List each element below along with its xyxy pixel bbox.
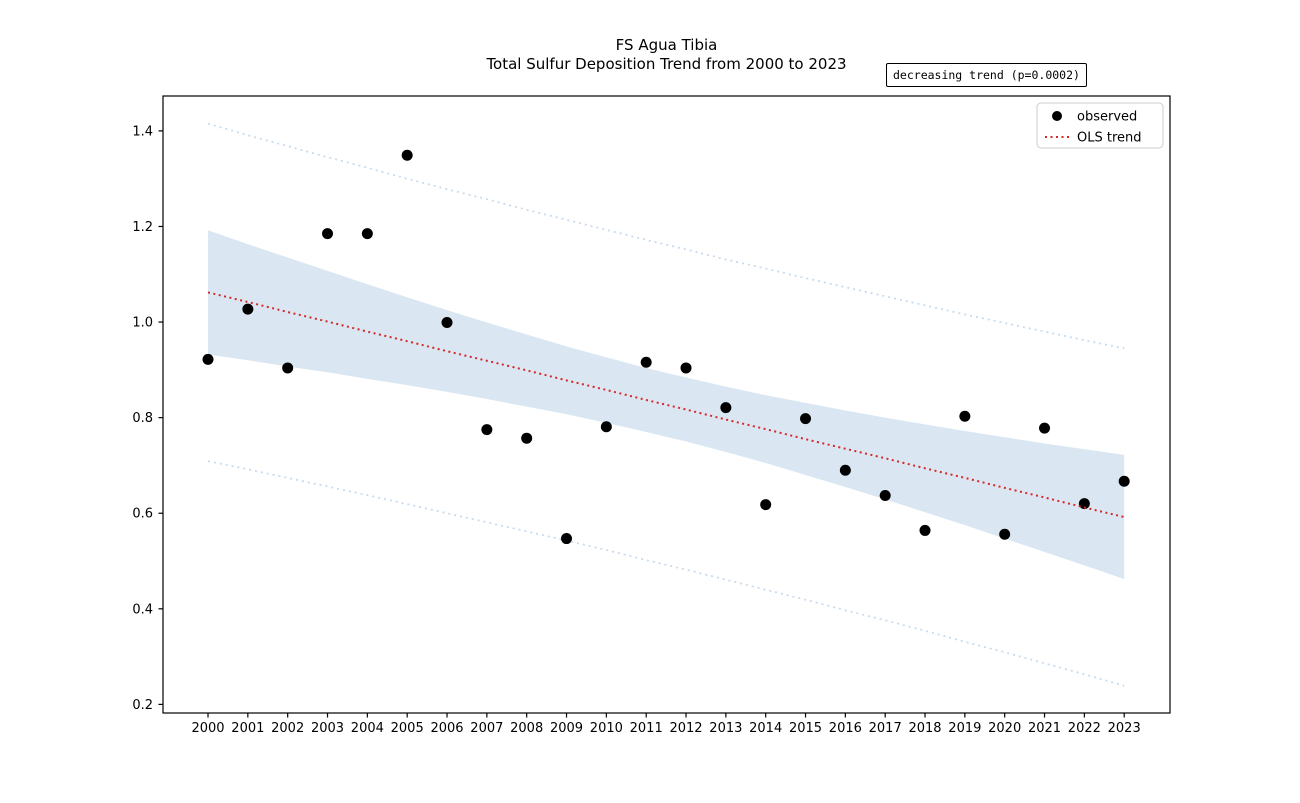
prediction-lower-line xyxy=(207,460,1125,687)
y-tick-label-0.8: 0.8 xyxy=(132,411,153,426)
x-tick-label-2000: 2000 xyxy=(191,721,224,736)
observed-point-2013 xyxy=(720,402,732,414)
x-tick-label-2022: 2022 xyxy=(1068,721,1101,736)
x-tick-label-2023: 2023 xyxy=(1108,721,1141,736)
observed-point-2007 xyxy=(481,424,493,436)
x-tick-label-2018: 2018 xyxy=(908,721,941,736)
observed-point-2017 xyxy=(879,490,891,502)
y-tick-label-1.4: 1.4 xyxy=(132,124,153,139)
chart-title-line2: Total Sulfur Deposition Trend from 2000 … xyxy=(486,55,847,73)
observed-point-2018 xyxy=(919,524,931,536)
observed-point-2015 xyxy=(800,413,812,425)
observed-point-2023 xyxy=(1118,475,1130,487)
observed-point-2008 xyxy=(521,432,533,444)
observed-point-2022 xyxy=(1078,498,1090,510)
x-tick-label-2006: 2006 xyxy=(430,721,463,736)
legend-label-observed: observed xyxy=(1077,110,1137,125)
observed-point-2000 xyxy=(202,353,214,365)
x-tick-label-2012: 2012 xyxy=(669,721,702,736)
x-tick-label-2010: 2010 xyxy=(590,721,623,736)
observed-point-2003 xyxy=(322,228,334,240)
observed-point-2019 xyxy=(959,410,971,422)
y-tick-label-1.2: 1.2 xyxy=(132,220,153,235)
x-tick-label-2019: 2019 xyxy=(948,721,981,736)
x-tick-label-2007: 2007 xyxy=(470,721,503,736)
x-tick-label-2003: 2003 xyxy=(311,721,344,736)
trend-annotation-box: decreasing trend (p=0.0002) xyxy=(886,63,1087,87)
x-tick-label-2015: 2015 xyxy=(789,721,822,736)
x-tick-label-2016: 2016 xyxy=(829,721,862,736)
legend-marker-observed xyxy=(1052,111,1062,121)
x-tick-label-2009: 2009 xyxy=(550,721,583,736)
x-tick-label-2017: 2017 xyxy=(869,721,902,736)
observed-point-2016 xyxy=(839,464,851,476)
y-tick-label-1: 1.0 xyxy=(132,316,153,331)
x-tick-label-2005: 2005 xyxy=(391,721,424,736)
trend-annotation-text: decreasing trend (p=0.0002) xyxy=(893,68,1080,82)
observed-point-2001 xyxy=(242,303,254,315)
x-tick-label-2004: 2004 xyxy=(351,721,384,736)
x-tick-label-2020: 2020 xyxy=(988,721,1021,736)
axes-spines xyxy=(162,95,1171,714)
x-tick-label-2011: 2011 xyxy=(630,721,663,736)
observed-point-2011 xyxy=(640,356,652,368)
observed-point-2009 xyxy=(561,533,573,545)
y-tick-label-0.6: 0.6 xyxy=(132,507,153,522)
prediction-upper-line xyxy=(207,122,1125,350)
confidence-band xyxy=(208,230,1125,580)
observed-point-2004 xyxy=(361,228,373,240)
chart-title: FS Agua Tibia Total Sulfur Deposition Tr… xyxy=(163,36,1170,74)
x-tick-label-2001: 2001 xyxy=(231,721,264,736)
observed-point-2010 xyxy=(600,421,612,433)
observed-point-2002 xyxy=(282,362,294,374)
observed-point-2005 xyxy=(401,149,413,161)
x-tick-label-2014: 2014 xyxy=(749,721,782,736)
y-tick-label-0.4: 0.4 xyxy=(132,602,153,617)
observed-point-2014 xyxy=(760,499,772,511)
observed-point-2006 xyxy=(441,317,453,329)
chart-title-line1: FS Agua Tibia xyxy=(615,36,718,54)
observed-point-2020 xyxy=(999,528,1011,540)
y-tick-label-0.2: 0.2 xyxy=(132,698,153,713)
x-tick-label-2021: 2021 xyxy=(1028,721,1061,736)
legend-label-ols-trend: OLS trend xyxy=(1077,131,1142,146)
observed-point-2021 xyxy=(1039,422,1051,434)
x-tick-label-2008: 2008 xyxy=(510,721,543,736)
x-tick-label-2002: 2002 xyxy=(271,721,304,736)
x-tick-label-2013: 2013 xyxy=(709,721,742,736)
observed-point-2012 xyxy=(680,362,692,374)
